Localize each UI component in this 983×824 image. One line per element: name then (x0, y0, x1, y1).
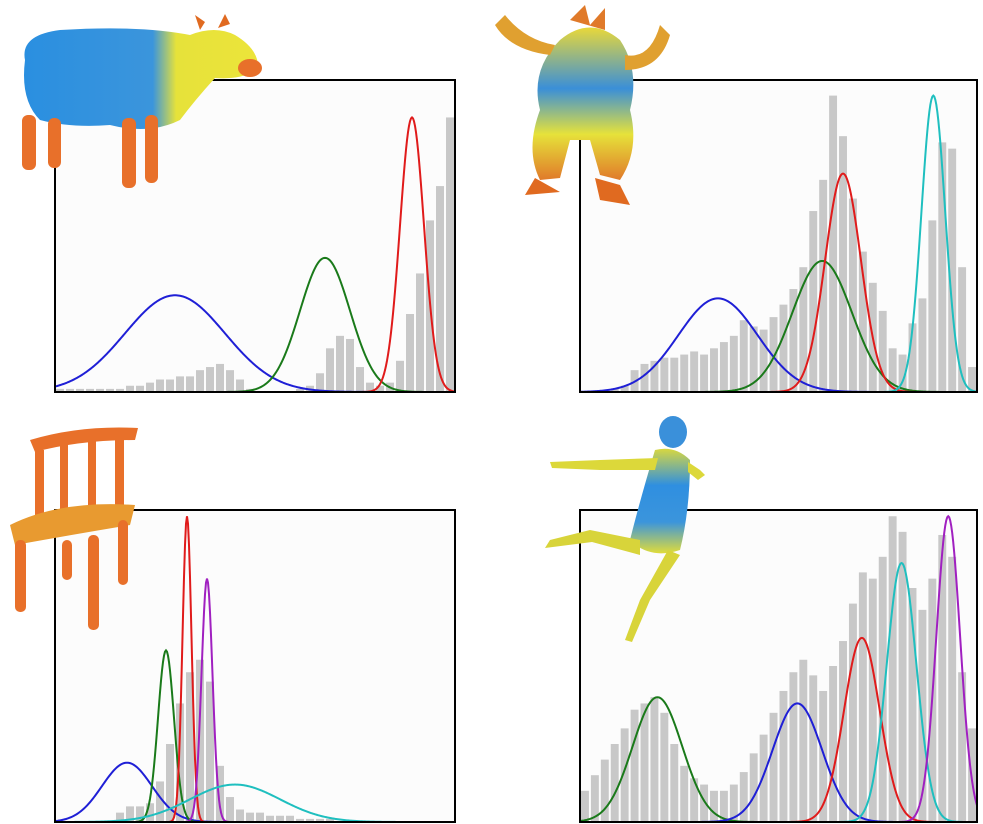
bar (780, 305, 788, 392)
bar (446, 117, 454, 392)
bar (316, 373, 324, 392)
bar (336, 336, 344, 392)
histogram-panel (580, 510, 977, 822)
bar (206, 367, 214, 392)
histogram-panel (55, 510, 455, 822)
bar (928, 220, 936, 392)
bar (611, 744, 619, 822)
page: (() => { const data = JSON.parse(documen… (0, 0, 983, 824)
bar (146, 383, 154, 392)
bar (879, 557, 887, 822)
bar (216, 364, 224, 392)
bar (166, 380, 174, 392)
bar (789, 672, 797, 822)
bar (750, 753, 758, 822)
bar (720, 342, 728, 392)
bar (700, 355, 708, 392)
bar (660, 358, 668, 392)
bar (226, 797, 234, 822)
bar (740, 772, 748, 822)
bar (581, 791, 589, 822)
bar (346, 339, 354, 392)
bar (760, 735, 768, 822)
bar (809, 211, 817, 392)
bar (660, 713, 668, 822)
bar (670, 358, 678, 392)
bar (246, 813, 254, 822)
bar (416, 273, 424, 392)
bar (918, 298, 926, 392)
bar (396, 361, 404, 392)
bar (809, 675, 817, 822)
bar (226, 370, 234, 392)
bar (680, 355, 688, 392)
bar (799, 660, 807, 822)
plot-background (55, 510, 455, 822)
bar (948, 557, 956, 822)
bar (156, 380, 164, 392)
bar (829, 96, 837, 392)
figure (0, 0, 983, 824)
bar (670, 744, 678, 822)
bar (356, 367, 364, 392)
bar (256, 813, 264, 822)
charts (55, 80, 977, 822)
bar (710, 348, 718, 392)
bar (186, 376, 194, 392)
bar (326, 348, 334, 392)
bar (770, 713, 778, 822)
bar (176, 376, 184, 392)
bar (650, 697, 658, 822)
bar (710, 791, 718, 822)
bar (690, 351, 698, 392)
histogram-panel (580, 80, 977, 392)
bar (730, 336, 738, 392)
bar (196, 370, 204, 392)
bar (631, 710, 639, 822)
bar (680, 766, 688, 822)
bar (236, 380, 244, 392)
bar (819, 180, 827, 392)
bar (849, 604, 857, 822)
bar (740, 320, 748, 392)
bar (859, 572, 867, 822)
bar (780, 691, 788, 822)
bar (829, 666, 837, 822)
bar (406, 314, 414, 392)
histogram-panel (55, 80, 455, 392)
bar (236, 810, 244, 822)
